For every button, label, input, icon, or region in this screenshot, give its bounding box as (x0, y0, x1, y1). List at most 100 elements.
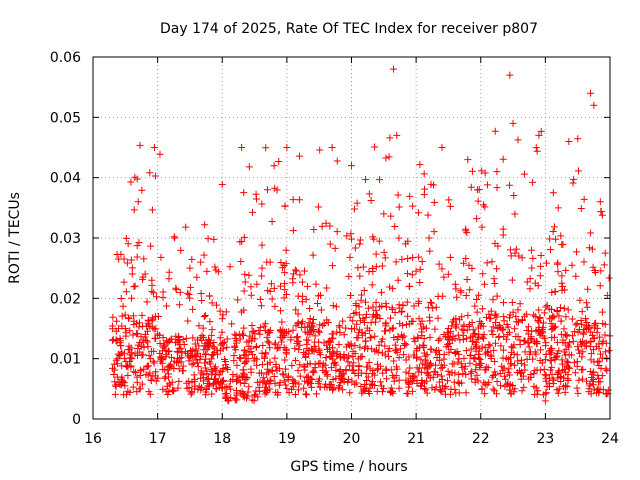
data-point (265, 339, 273, 347)
data-point (498, 362, 506, 370)
data-point (216, 334, 224, 342)
data-point (138, 380, 146, 388)
data-point (257, 302, 265, 310)
data-point (150, 359, 158, 367)
data-point (488, 373, 496, 381)
data-point (571, 369, 579, 377)
data-point (193, 273, 201, 281)
data-point (311, 364, 319, 372)
y-tick-labels: 0 0.01 0.02 0.03 0.04 0.05 0.06 (50, 50, 81, 428)
data-point (523, 355, 531, 363)
data-point (263, 370, 271, 378)
data-point (391, 223, 399, 231)
data-point (147, 376, 155, 384)
data-point (465, 261, 473, 269)
data-point (128, 294, 136, 302)
data-point (232, 331, 240, 339)
data-point (323, 372, 331, 380)
data-point (261, 353, 269, 361)
data-point (557, 317, 565, 325)
data-point (367, 319, 375, 327)
data-point (186, 283, 194, 291)
data-point (262, 144, 270, 152)
data-point (529, 254, 537, 262)
data-point (255, 383, 263, 391)
data-point (419, 360, 427, 368)
data-point (233, 339, 241, 347)
data-point (583, 303, 591, 311)
data-point (208, 371, 216, 379)
data-point (565, 351, 573, 359)
data-point (219, 345, 227, 353)
data-point (594, 385, 602, 393)
data-point (118, 322, 126, 330)
data-point (559, 338, 567, 346)
data-point (503, 381, 511, 389)
data-point (507, 252, 515, 260)
data-point (296, 361, 304, 369)
data-point (509, 308, 517, 316)
data-point (248, 396, 256, 404)
x-tick-label: 23 (536, 431, 554, 447)
data-point (218, 384, 226, 392)
data-point (315, 375, 323, 383)
data-point (258, 272, 266, 280)
data-point (152, 325, 160, 333)
data-point (361, 329, 369, 337)
data-point (118, 362, 126, 370)
data-point (426, 317, 434, 325)
data-point (122, 363, 130, 371)
data-point (372, 250, 380, 258)
data-point (354, 334, 362, 342)
data-point (568, 315, 576, 323)
data-point (531, 348, 539, 356)
data-point (362, 337, 370, 345)
data-point (597, 350, 605, 358)
data-point (554, 389, 562, 397)
data-point (288, 385, 296, 393)
data-point (155, 313, 163, 321)
data-point (525, 330, 533, 338)
data-point (531, 391, 539, 399)
data-point (536, 272, 544, 280)
data-point (138, 311, 146, 319)
data-point (252, 190, 260, 198)
data-point (140, 343, 148, 351)
data-point (438, 265, 446, 273)
data-point (147, 347, 155, 355)
data-point (467, 369, 475, 377)
data-point (362, 313, 370, 321)
data-point (159, 385, 167, 393)
data-point (493, 292, 501, 300)
data-point (208, 326, 216, 334)
data-point (237, 258, 245, 266)
data-point (594, 358, 602, 366)
data-point (133, 378, 141, 386)
data-point (413, 344, 421, 352)
data-point (271, 339, 279, 347)
data-point (275, 365, 283, 373)
data-point (316, 328, 324, 336)
data-point (596, 198, 604, 206)
data-point (164, 348, 172, 356)
data-point (508, 276, 516, 284)
data-point (578, 308, 586, 316)
data-point (380, 248, 388, 256)
data-point (116, 334, 124, 342)
data-point (110, 370, 118, 378)
data-point (481, 344, 489, 352)
data-point (577, 316, 585, 324)
data-point (509, 119, 517, 127)
data-point (316, 146, 324, 154)
data-point (121, 325, 129, 332)
data-point (422, 356, 430, 364)
data-point (489, 385, 497, 393)
data-point (518, 254, 526, 262)
data-point (230, 352, 238, 360)
data-point (506, 246, 514, 254)
data-point (235, 374, 243, 382)
data-point (263, 333, 271, 341)
data-point (417, 382, 425, 390)
x-axis-label: GPS time / hours (290, 459, 407, 475)
data-point (546, 382, 554, 390)
